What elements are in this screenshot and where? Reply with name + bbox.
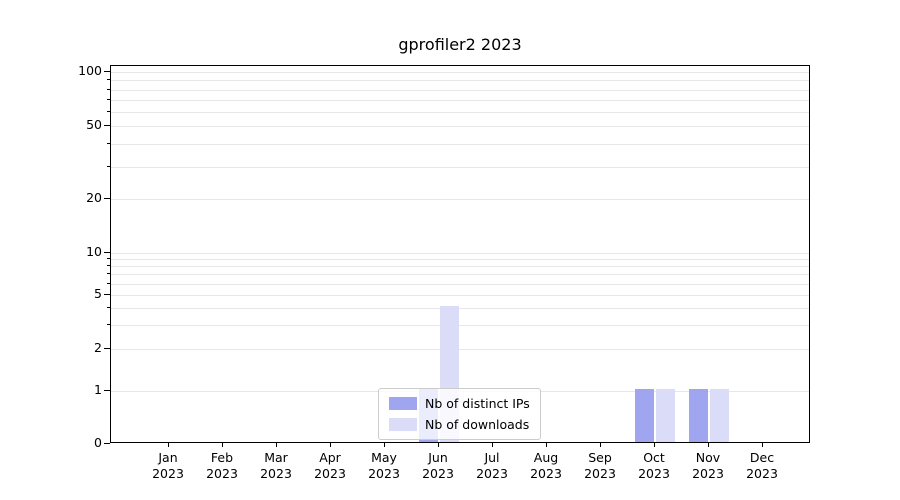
bar-downloads-oct xyxy=(656,389,675,442)
y-minor-tick xyxy=(107,265,110,267)
y-minor-tick xyxy=(107,88,110,90)
y-minor-tick xyxy=(107,273,110,275)
gridline xyxy=(111,144,809,146)
y-tick-label: 1 xyxy=(94,382,102,397)
x-tick-label: Feb 2023 xyxy=(206,450,238,481)
x-tick-label: Apr 2023 xyxy=(314,450,346,481)
y-minor-tick xyxy=(107,99,110,101)
x-tick-label: May 2023 xyxy=(368,450,400,481)
legend-swatch-distinct-ips-icon xyxy=(389,397,417,410)
y-minor-tick xyxy=(107,111,110,113)
x-tick-label: Mar 2023 xyxy=(260,450,292,481)
x-tick-label: Jul 2023 xyxy=(476,450,508,481)
y-tick xyxy=(104,71,110,72)
gridline xyxy=(111,253,809,254)
x-tick xyxy=(708,443,709,447)
y-minor-tick xyxy=(107,258,110,260)
legend: Nb of distinct IPs Nb of downloads xyxy=(378,388,541,440)
gridline xyxy=(111,166,809,168)
y-tick xyxy=(104,348,110,350)
y-minor-tick xyxy=(107,324,110,326)
y-tick-label: 2 xyxy=(94,340,102,356)
y-minor-tick xyxy=(107,306,110,308)
x-tick-label: Aug 2023 xyxy=(530,450,562,481)
x-tick-label: Oct 2023 xyxy=(638,450,670,481)
y-tick xyxy=(104,390,110,391)
gridline xyxy=(111,294,809,296)
y-minor-tick xyxy=(107,165,110,167)
y-tick-label: 20 xyxy=(86,189,102,205)
y-tick xyxy=(104,252,110,253)
legend-item-downloads: Nb of downloads xyxy=(389,417,530,432)
gridline xyxy=(111,112,809,114)
x-tick-label: Jan 2023 xyxy=(152,450,184,481)
legend-label-downloads: Nb of downloads xyxy=(425,417,530,432)
gridline xyxy=(111,307,809,309)
x-tick xyxy=(168,443,169,447)
x-tick xyxy=(222,443,223,447)
x-tick xyxy=(384,443,385,447)
y-tick xyxy=(104,197,110,199)
gridline xyxy=(111,198,809,200)
x-tick xyxy=(600,443,601,447)
x-tick xyxy=(330,443,331,447)
x-tick-label: Dec 2023 xyxy=(746,450,778,481)
bar-distinct-ips-nov xyxy=(689,389,708,442)
y-tick xyxy=(104,293,110,295)
x-tick-label: Nov 2023 xyxy=(692,450,724,481)
x-tick-label: Jun 2023 xyxy=(422,450,454,481)
x-tick xyxy=(438,443,439,447)
x-tick xyxy=(492,443,493,447)
gridline xyxy=(111,89,809,91)
gridline xyxy=(111,283,809,285)
legend-label-distinct-ips: Nb of distinct IPs xyxy=(425,396,530,411)
gridline xyxy=(111,100,809,102)
y-minor-tick xyxy=(107,282,110,284)
bar-distinct-ips-oct xyxy=(635,389,654,442)
legend-swatch-downloads-icon xyxy=(389,418,417,431)
gridline xyxy=(111,80,809,82)
y-tick-label: 50 xyxy=(86,117,102,133)
bar-downloads-nov xyxy=(710,389,729,442)
y-tick-label: 5 xyxy=(94,285,102,301)
legend-item-distinct-ips: Nb of distinct IPs xyxy=(389,396,530,411)
x-tick-label: Sep 2023 xyxy=(584,450,616,481)
chart-title: gprofiler2 2023 xyxy=(398,35,522,54)
gridline xyxy=(111,126,809,128)
y-minor-tick xyxy=(107,143,110,145)
gridline xyxy=(111,325,809,327)
y-minor-tick xyxy=(107,79,110,81)
y-tick xyxy=(104,125,110,127)
plot-area xyxy=(110,65,810,443)
y-tick-label: 0 xyxy=(94,435,102,450)
y-tick-label: 100 xyxy=(78,63,102,78)
x-tick xyxy=(654,443,655,447)
x-tick xyxy=(546,443,547,447)
gridline xyxy=(111,266,809,268)
y-tick xyxy=(104,443,110,444)
y-tick-label: 10 xyxy=(86,244,102,259)
x-tick xyxy=(762,443,763,447)
gridline xyxy=(111,72,809,73)
gridline xyxy=(111,349,809,351)
gridline xyxy=(111,259,809,261)
gridline xyxy=(111,274,809,276)
x-tick xyxy=(276,443,277,447)
